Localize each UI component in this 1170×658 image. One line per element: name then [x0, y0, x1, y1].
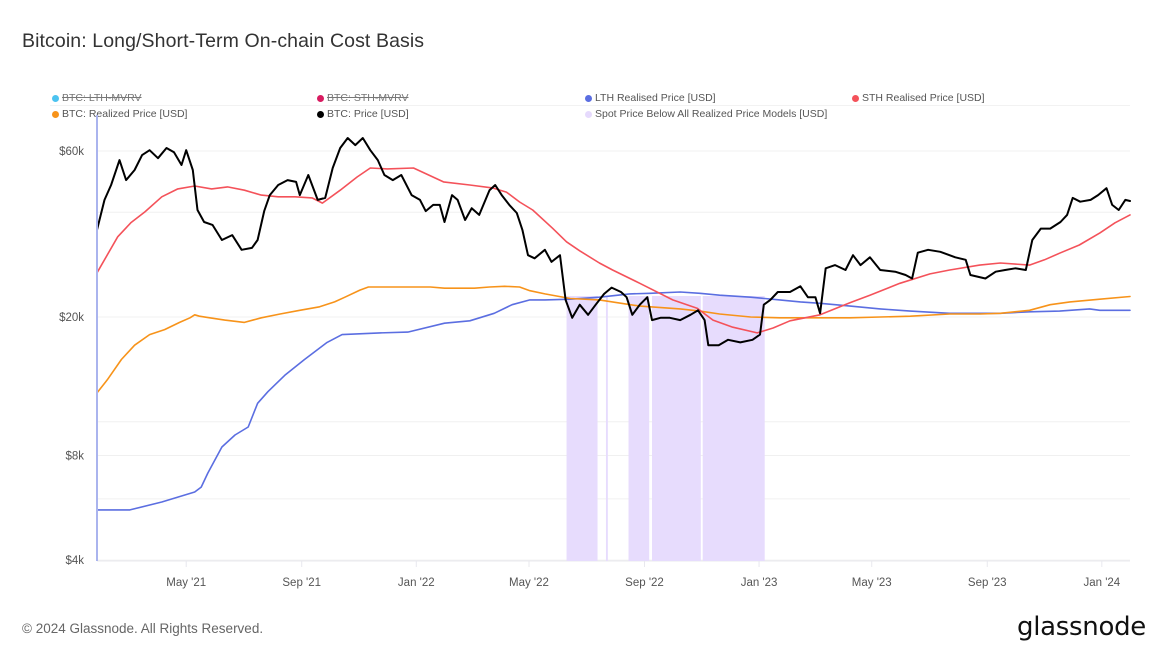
legend-item-spot-below[interactable]: Spot Price Below All Realized Price Mode… [585, 108, 827, 120]
legend-label: BTC: Price [USD] [327, 108, 409, 120]
legend-divider [50, 105, 1130, 106]
y-tick-label: $4k [65, 555, 84, 567]
spot-below-band [628, 296, 650, 561]
legend-dot-icon [317, 94, 324, 102]
legend-dot-icon [52, 110, 59, 118]
x-tick-label: Jan '24 [1083, 577, 1120, 589]
legend-dot-icon [585, 110, 592, 118]
spot-below-band [566, 296, 598, 561]
legend-dot-icon [52, 94, 59, 102]
series-line-realized-price [96, 285, 1131, 394]
legend-item-lth-mvrv[interactable]: BTC: LTH-MVRV [52, 92, 142, 104]
x-tick-label: Sep '21 [282, 577, 321, 589]
axes: $60k $20k $8k $4k May '21 Sep '21 Jan '22 May '… [59, 115, 1121, 589]
series-lines [96, 137, 1131, 511]
chart-title: Bitcoin: Long/Short-Term On-chain Cost B… [22, 30, 425, 52]
legend-item-sth-mvrv[interactable]: BTC: STH-MVRV [317, 92, 408, 104]
series-line-lth-realised [96, 291, 1131, 511]
legend-label: BTC: Realized Price [USD] [62, 108, 188, 120]
legend-label: STH Realised Price [USD] [862, 92, 985, 104]
legend-dot-icon [317, 110, 324, 118]
grid-lines [97, 150, 1130, 567]
x-tick-label: Sep '22 [625, 577, 664, 589]
x-tick-label: May '22 [509, 577, 549, 589]
legend-label: LTH Realised Price [USD] [595, 92, 716, 104]
x-tick-label: Jan '22 [398, 577, 435, 589]
series-line-sth-realised [96, 167, 1131, 334]
legend-label: Spot Price Below All Realized Price Mode… [595, 108, 828, 120]
spot-below-band [652, 296, 701, 561]
legend-dot-icon [585, 94, 592, 102]
legend-item-sth-realised[interactable]: STH Realised Price [USD] [852, 92, 985, 104]
spot-below-bands [566, 296, 765, 561]
x-tick-label: Jan '23 [741, 577, 778, 589]
y-tick-label: $20k [59, 312, 84, 324]
legend-label: BTC: LTH-MVRV [62, 92, 142, 104]
legend-item-lth-realised[interactable]: LTH Realised Price [USD] [585, 92, 716, 104]
y-tick-label: $60k [59, 146, 84, 158]
spot-below-band [702, 296, 765, 561]
x-tick-label: May '23 [852, 577, 892, 589]
spot-below-band [605, 296, 608, 561]
legend-item-realized-price[interactable]: BTC: Realized Price [USD] [52, 108, 187, 120]
x-tick-label: Sep '23 [968, 577, 1007, 589]
glassnode-logo: glassnode [1017, 612, 1146, 642]
series-line-price [96, 137, 1131, 347]
copyright-text: © 2024 Glassnode. All Rights Reserved. [22, 621, 264, 636]
x-tick-label: May '21 [166, 577, 206, 589]
y-tick-label: $8k [65, 450, 84, 462]
legend-dot-icon [852, 94, 859, 102]
legend-label: BTC: STH-MVRV [327, 92, 409, 104]
legend-item-price[interactable]: BTC: Price [USD] [317, 108, 409, 120]
